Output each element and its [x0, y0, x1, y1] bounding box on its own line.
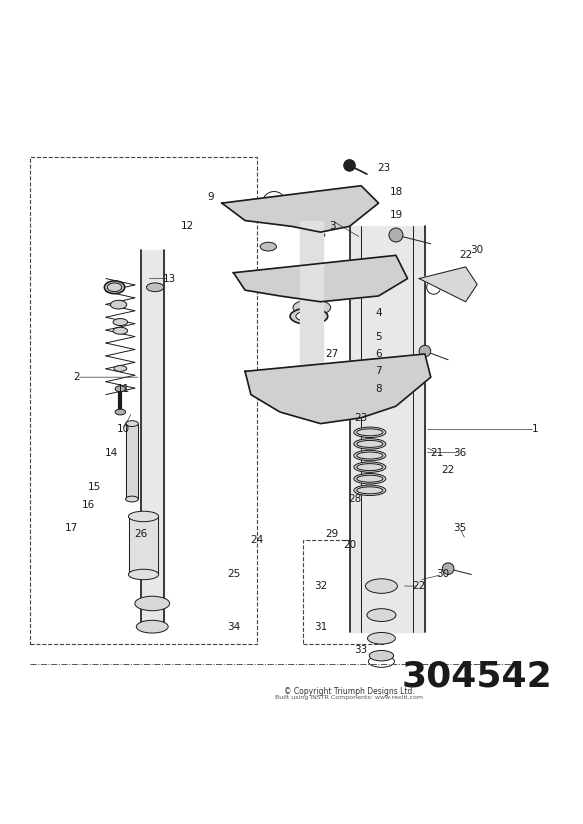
Text: 30: 30	[470, 245, 484, 255]
Text: 25: 25	[227, 569, 240, 579]
Circle shape	[344, 160, 355, 171]
Circle shape	[289, 386, 318, 415]
Text: 18: 18	[389, 186, 403, 196]
Circle shape	[442, 563, 454, 574]
Ellipse shape	[310, 232, 325, 238]
Ellipse shape	[125, 496, 138, 502]
Text: 5: 5	[375, 331, 382, 342]
Polygon shape	[245, 354, 431, 424]
Text: 2: 2	[73, 372, 80, 382]
Ellipse shape	[294, 286, 329, 300]
Ellipse shape	[110, 300, 127, 309]
Ellipse shape	[368, 656, 395, 667]
Circle shape	[419, 345, 431, 357]
Circle shape	[306, 194, 335, 223]
Text: 35: 35	[453, 523, 466, 533]
Ellipse shape	[104, 281, 125, 293]
Ellipse shape	[115, 409, 125, 415]
Text: 9: 9	[207, 192, 213, 203]
Text: 6: 6	[375, 349, 382, 359]
Text: Built using INSTR Components: www.rexlit.com: Built using INSTR Components: www.rexlit…	[275, 695, 424, 700]
Circle shape	[454, 280, 468, 294]
Ellipse shape	[113, 319, 128, 325]
Ellipse shape	[316, 402, 336, 410]
Text: 4: 4	[375, 308, 382, 318]
Text: 16: 16	[82, 500, 95, 510]
Text: 23: 23	[354, 413, 368, 423]
Ellipse shape	[367, 633, 395, 644]
Text: 27: 27	[325, 349, 339, 359]
Ellipse shape	[113, 327, 128, 335]
Ellipse shape	[312, 400, 341, 413]
Text: 30: 30	[436, 569, 449, 579]
Ellipse shape	[354, 427, 386, 438]
Text: 11: 11	[117, 384, 130, 394]
Text: 12: 12	[180, 222, 194, 232]
Ellipse shape	[125, 421, 138, 427]
Text: 19: 19	[389, 210, 403, 220]
Text: 21: 21	[430, 447, 443, 457]
Ellipse shape	[128, 511, 159, 522]
Polygon shape	[419, 267, 477, 302]
Text: 304542: 304542	[402, 659, 553, 693]
Text: 33: 33	[354, 645, 368, 655]
Ellipse shape	[290, 308, 328, 325]
Polygon shape	[222, 185, 378, 232]
Ellipse shape	[136, 620, 168, 633]
Text: 23: 23	[378, 163, 391, 173]
Ellipse shape	[135, 597, 170, 611]
Ellipse shape	[354, 450, 386, 461]
Ellipse shape	[293, 299, 331, 316]
Circle shape	[341, 194, 358, 212]
Ellipse shape	[369, 650, 394, 661]
Ellipse shape	[128, 569, 159, 580]
Polygon shape	[233, 255, 408, 302]
Text: 29: 29	[325, 529, 339, 539]
Text: 10: 10	[117, 424, 130, 434]
Bar	[30, 157, 257, 644]
Ellipse shape	[296, 311, 322, 321]
Circle shape	[389, 228, 403, 242]
Text: 28: 28	[349, 494, 362, 504]
Text: 24: 24	[250, 535, 264, 545]
Text: 17: 17	[64, 523, 78, 533]
Ellipse shape	[146, 283, 164, 292]
Circle shape	[262, 191, 286, 215]
Ellipse shape	[354, 438, 386, 449]
Text: 22: 22	[413, 581, 426, 591]
Text: 13: 13	[163, 274, 176, 283]
Text: 34: 34	[227, 621, 240, 632]
Text: © Copyright Triumph Designs Ltd.: © Copyright Triumph Designs Ltd.	[284, 687, 415, 696]
Ellipse shape	[114, 366, 127, 372]
Text: 8: 8	[375, 384, 382, 394]
Text: 7: 7	[375, 367, 382, 377]
Text: 1: 1	[532, 424, 539, 434]
Circle shape	[427, 280, 441, 294]
Text: 31: 31	[314, 621, 327, 632]
Bar	[303, 540, 384, 644]
Ellipse shape	[354, 462, 386, 472]
Text: 22: 22	[459, 250, 472, 260]
Text: 15: 15	[87, 482, 101, 493]
Ellipse shape	[366, 578, 398, 593]
Text: 14: 14	[105, 447, 118, 457]
Text: 36: 36	[453, 447, 466, 457]
Ellipse shape	[367, 609, 396, 621]
Text: 20: 20	[343, 541, 356, 550]
Text: 32: 32	[314, 581, 327, 591]
Circle shape	[375, 374, 405, 403]
Text: 22: 22	[441, 465, 455, 475]
Text: 3: 3	[329, 222, 335, 232]
Text: 26: 26	[134, 529, 147, 539]
Ellipse shape	[115, 386, 125, 391]
Ellipse shape	[354, 474, 386, 484]
Ellipse shape	[260, 242, 276, 251]
Ellipse shape	[354, 485, 386, 495]
